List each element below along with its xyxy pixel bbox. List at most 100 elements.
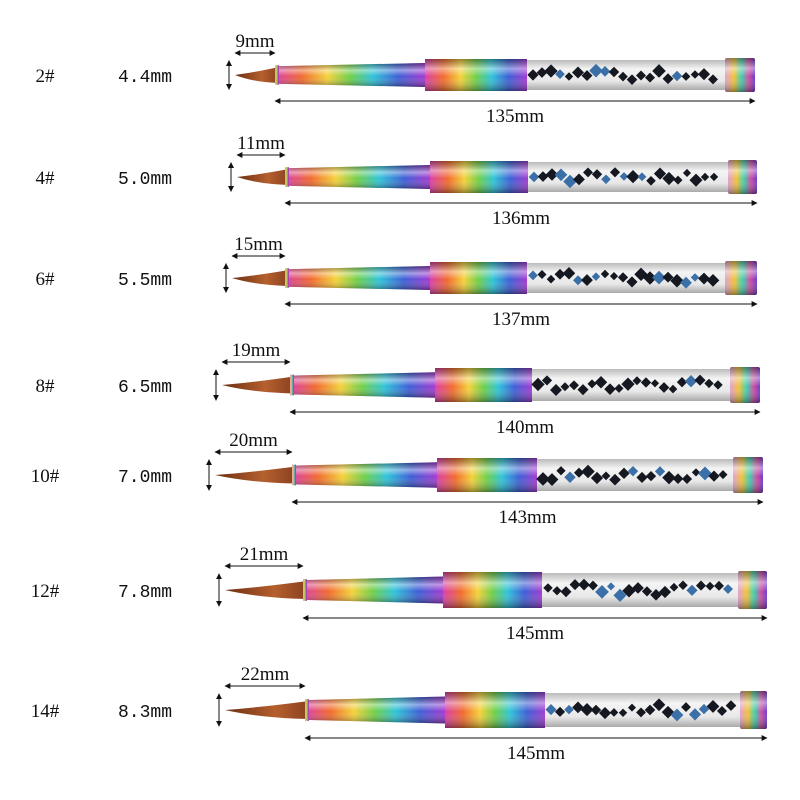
tip-length-label: 9mm (235, 31, 274, 52)
crystal (560, 382, 570, 392)
crystal (704, 378, 714, 389)
crystal (591, 272, 601, 281)
crystal (637, 172, 647, 182)
total-length-label: 143mm (498, 507, 556, 528)
handle-band-shade (425, 59, 527, 91)
diameter-label: 7.8mm (118, 583, 172, 603)
crystal (708, 470, 720, 482)
handle-band-shade (443, 572, 542, 608)
cap-shade (725, 261, 757, 295)
crystal (528, 270, 538, 281)
crystal (572, 701, 584, 714)
crystal (572, 275, 584, 286)
crystal (581, 274, 593, 287)
crystal (619, 172, 629, 181)
crystal (671, 70, 683, 82)
total-length-label: 137mm (492, 309, 550, 330)
crystal (609, 473, 621, 486)
crystal (713, 380, 723, 390)
crystal (626, 169, 640, 184)
cap-shade (738, 571, 767, 609)
handle-band-shade (430, 161, 528, 193)
brush-tip (215, 466, 296, 484)
tip-length-label: 11mm (237, 133, 285, 154)
crystal (670, 274, 684, 288)
brush-row: 6# 5.5mm 15mm 137mm (36, 234, 758, 330)
tip-length-label: 15mm (234, 234, 283, 255)
crystal (536, 472, 550, 486)
size-label: 12# (31, 581, 60, 602)
crystal (564, 471, 576, 484)
crystal (589, 63, 603, 78)
crystal (682, 168, 692, 178)
crystal (718, 470, 728, 480)
crystal (618, 708, 628, 717)
total-length-label: 145mm (506, 623, 564, 644)
ferrule-shade (285, 266, 430, 290)
crystal (606, 582, 616, 591)
crystal (636, 707, 646, 718)
crystal (689, 173, 703, 187)
cap-shade (725, 58, 755, 92)
crystal (708, 74, 718, 85)
crystal (626, 276, 638, 288)
crystal (678, 580, 688, 590)
ferrule-end (285, 167, 289, 187)
crystal (645, 470, 657, 482)
crystal (662, 470, 676, 485)
crystal (698, 703, 710, 715)
total-length-label: 145mm (507, 743, 565, 764)
brush-tip (232, 270, 289, 286)
crystal (581, 70, 593, 82)
crystal (601, 471, 611, 481)
crystal (601, 174, 611, 185)
brush-tip (225, 701, 309, 719)
crystal (627, 465, 639, 477)
crystal (690, 70, 700, 79)
size-label: 10# (31, 466, 60, 487)
ferrule-shade (285, 165, 430, 189)
brush-row: 10# 7.0mm 20mm 143mm (31, 430, 764, 528)
crystal (544, 64, 558, 78)
size-label: 4# (36, 168, 56, 189)
crystal (554, 268, 566, 280)
ferrule-shade (290, 372, 435, 398)
crystal (676, 377, 688, 388)
crystal (618, 467, 630, 479)
crystal (569, 380, 579, 391)
crystal (600, 269, 610, 279)
crystal (636, 471, 648, 484)
crystal (662, 271, 674, 283)
crystal (714, 580, 724, 591)
crystal (668, 384, 678, 394)
crystal (580, 702, 594, 717)
crystal (681, 702, 691, 712)
ferrule-end (305, 699, 309, 721)
crystal (622, 584, 636, 598)
tip-length-label: 19mm (232, 340, 281, 361)
crystal (608, 66, 620, 78)
total-length-label: 135mm (486, 106, 544, 127)
brush-tip (225, 581, 307, 599)
crystal (609, 708, 619, 717)
crystal (654, 466, 666, 477)
crystal (681, 473, 693, 484)
crystal (537, 270, 547, 280)
crystal (716, 705, 728, 717)
crystal (569, 579, 581, 591)
crystal (698, 466, 712, 481)
crystal (634, 267, 648, 282)
cap-shade (730, 367, 760, 403)
crystal (588, 580, 598, 591)
crystal (652, 64, 666, 78)
crystal (573, 173, 585, 186)
ferrule-shade (275, 63, 425, 87)
crystal (643, 271, 657, 285)
crystal (590, 471, 604, 485)
crystal (658, 382, 670, 393)
crystal (706, 274, 720, 287)
crystal (573, 467, 585, 478)
handle-band-shade (445, 692, 545, 728)
ferrule-end (275, 65, 279, 85)
